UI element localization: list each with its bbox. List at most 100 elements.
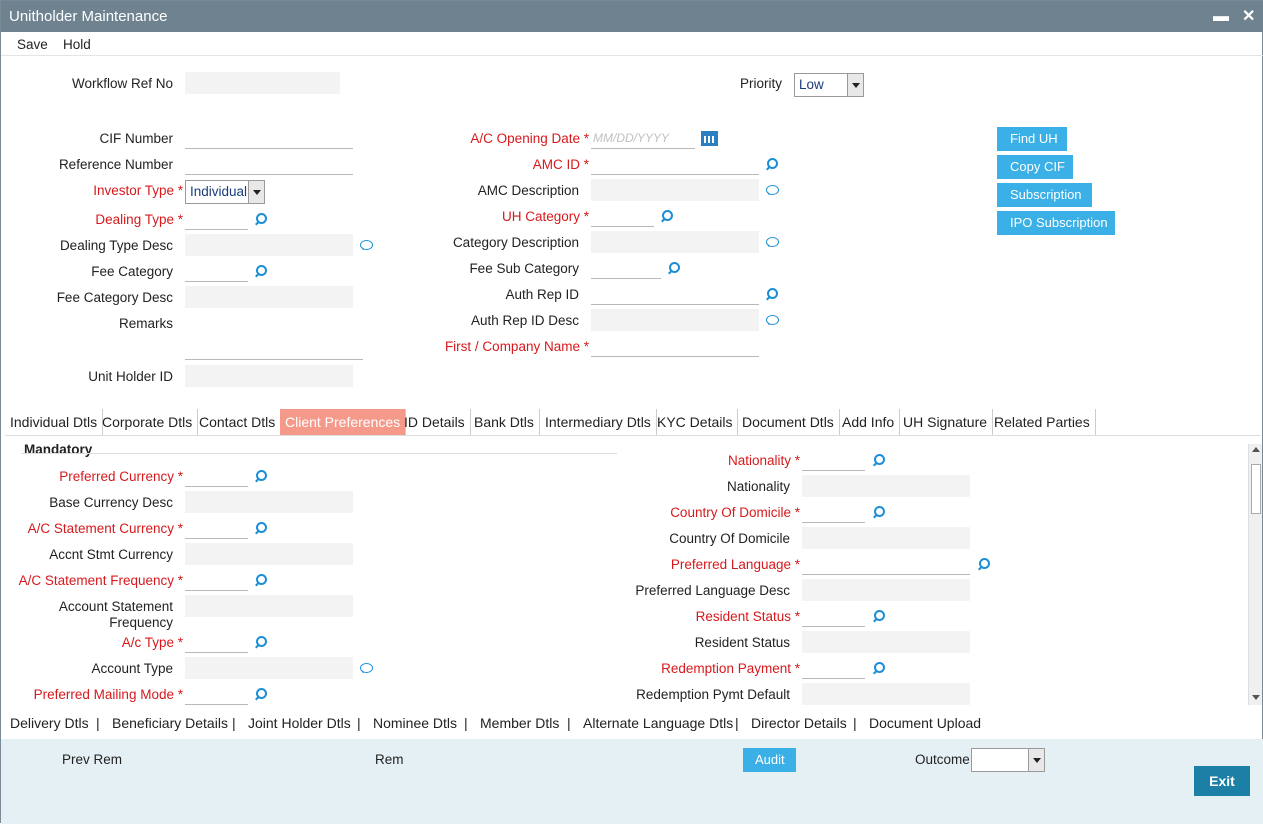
find-uh-button[interactable]: Find UH xyxy=(997,127,1067,151)
scrollbar-thumb[interactable] xyxy=(1251,464,1261,514)
resident-status-input[interactable] xyxy=(802,605,865,627)
redemption-pymt-default-field xyxy=(802,683,970,705)
cif-number-input[interactable] xyxy=(185,127,353,149)
resident-status-req-label: Resident Status xyxy=(601,609,800,624)
preferred-mailing-mode-input[interactable] xyxy=(185,683,248,705)
ac-type-input[interactable] xyxy=(185,631,248,653)
reference-number-input[interactable] xyxy=(185,153,353,175)
subscription-button[interactable]: Subscription xyxy=(997,183,1092,207)
tab-add-info[interactable]: Add Info xyxy=(837,409,901,435)
auth-rep-id-desc-field xyxy=(591,309,759,331)
resident-status-desc-field xyxy=(802,631,970,653)
search-icon[interactable] xyxy=(873,662,886,675)
search-icon[interactable] xyxy=(661,210,674,223)
outcome-select[interactable] xyxy=(971,748,1045,772)
tab-contact-dtls[interactable]: Contact Dtls xyxy=(194,409,282,435)
fee-sub-category-input[interactable] xyxy=(591,257,661,279)
tab-document-dtls[interactable]: Document Dtls xyxy=(737,409,840,435)
subtab-joint-holder-dtls[interactable]: Joint Holder Dtls xyxy=(248,715,351,731)
redemption-payment-input[interactable] xyxy=(802,657,865,679)
country-of-domicile-req-label: Country Of Domicile xyxy=(601,505,800,520)
search-icon[interactable] xyxy=(255,522,268,535)
subtab-alternate-language-dtls[interactable]: Alternate Language Dtls xyxy=(583,715,734,731)
calendar-icon[interactable] xyxy=(701,131,718,146)
preferred-language-input[interactable] xyxy=(802,553,970,575)
search-icon[interactable] xyxy=(255,636,268,649)
workflow-ref-field[interactable] xyxy=(185,72,340,94)
ipo-subscription-button[interactable]: IPO Subscription xyxy=(997,211,1115,235)
search-icon[interactable] xyxy=(766,158,779,171)
search-icon[interactable] xyxy=(873,506,886,519)
subtab-document-upload[interactable]: Document Upload xyxy=(869,715,982,731)
comment-icon[interactable] xyxy=(360,663,373,674)
ac-opening-date-input[interactable]: MM/DD/YYYY xyxy=(591,127,695,149)
vertical-scrollbar[interactable] xyxy=(1248,444,1262,705)
search-icon[interactable] xyxy=(873,610,886,623)
search-icon[interactable] xyxy=(873,454,886,467)
subtab-director-details[interactable]: Director Details xyxy=(751,715,847,731)
prev-rem-label: Prev Rem xyxy=(62,752,123,767)
menu-bar: Save Hold xyxy=(1,32,1263,56)
tab-related-parties[interactable]: Related Parties xyxy=(989,409,1096,435)
search-icon[interactable] xyxy=(766,288,779,301)
subtab-nominee-dtls[interactable]: Nominee Dtls xyxy=(373,715,458,731)
chevron-down-icon xyxy=(847,74,863,96)
subtab-member-dtls[interactable]: Member Dtls xyxy=(480,715,560,731)
workflow-ref-label: Workflow Ref No xyxy=(71,76,173,91)
exit-button[interactable]: Exit xyxy=(1194,766,1250,796)
search-icon[interactable] xyxy=(255,213,268,226)
comment-icon[interactable] xyxy=(360,240,373,251)
tab-client-preferences[interactable]: Client Preferences xyxy=(280,409,407,435)
account-statement-frequency-label-1: Account Statement xyxy=(58,599,173,614)
investor-type-select[interactable]: Individual xyxy=(185,180,265,204)
subtab-delivery-dtls[interactable]: Delivery Dtls xyxy=(10,715,89,731)
comment-icon[interactable] xyxy=(766,237,779,248)
save-menu-item[interactable]: Save xyxy=(17,37,48,52)
copy-cif-button[interactable]: Copy CIF xyxy=(997,155,1073,179)
auth-rep-id-input[interactable] xyxy=(591,283,759,305)
rem-label: Rem xyxy=(375,752,404,767)
auth-rep-id-label: Auth Rep ID xyxy=(505,287,579,302)
tab-bank-dtls[interactable]: Bank Dtls xyxy=(469,409,540,435)
uh-category-input[interactable] xyxy=(591,205,654,227)
category-description-label: Category Description xyxy=(452,235,579,250)
audit-button[interactable]: Audit xyxy=(743,748,796,772)
search-icon[interactable] xyxy=(668,262,681,275)
search-icon[interactable] xyxy=(978,558,991,571)
tab-individual-dtls[interactable]: Individual Dtls xyxy=(5,409,104,435)
minimize-icon[interactable]: ▬ xyxy=(1213,8,1229,25)
tab-id-details[interactable]: ID Details xyxy=(399,409,471,435)
dealing-type-input[interactable] xyxy=(185,208,248,230)
tab-intermediary-dtls[interactable]: Intermediary Dtls xyxy=(540,409,657,435)
accnt-stmt-currency-field xyxy=(185,543,353,565)
account-statement-frequency-label-2: Frequency xyxy=(109,615,173,630)
scroll-down-icon[interactable] xyxy=(1252,695,1260,700)
search-icon[interactable] xyxy=(255,265,268,278)
priority-select[interactable]: Low xyxy=(794,73,864,97)
accnt-stmt-currency-label: Accnt Stmt Currency xyxy=(49,547,173,562)
search-icon[interactable] xyxy=(255,574,268,587)
hold-menu-item[interactable]: Hold xyxy=(63,37,91,52)
close-icon[interactable]: ✕ xyxy=(1242,8,1256,25)
amc-id-input[interactable] xyxy=(591,153,759,175)
comment-icon[interactable] xyxy=(766,315,779,326)
comment-icon[interactable] xyxy=(766,185,779,196)
search-icon[interactable] xyxy=(255,470,268,483)
country-of-domicile-input[interactable] xyxy=(802,501,865,523)
tab-kyc-details[interactable]: KYC Details xyxy=(652,409,739,435)
ac-statement-frequency-input[interactable] xyxy=(185,569,248,591)
scroll-up-icon[interactable] xyxy=(1252,447,1260,452)
tab-corporate-dtls[interactable]: Corporate Dtls xyxy=(97,409,199,435)
first-company-name-label: First / Company Name xyxy=(401,339,589,354)
nationality-input[interactable] xyxy=(802,449,865,471)
remarks-input[interactable] xyxy=(185,338,363,360)
subtab-beneficiary-details[interactable]: Beneficiary Details xyxy=(112,715,228,731)
window-title: Unitholder Maintenance xyxy=(9,8,168,25)
preferred-currency-input[interactable] xyxy=(185,465,248,487)
first-company-name-input[interactable] xyxy=(591,335,759,357)
tab-uh-signature[interactable]: UH Signature xyxy=(898,409,994,435)
ac-statement-currency-input[interactable] xyxy=(185,517,248,539)
search-icon[interactable] xyxy=(255,688,268,701)
fee-category-input[interactable] xyxy=(185,260,248,282)
